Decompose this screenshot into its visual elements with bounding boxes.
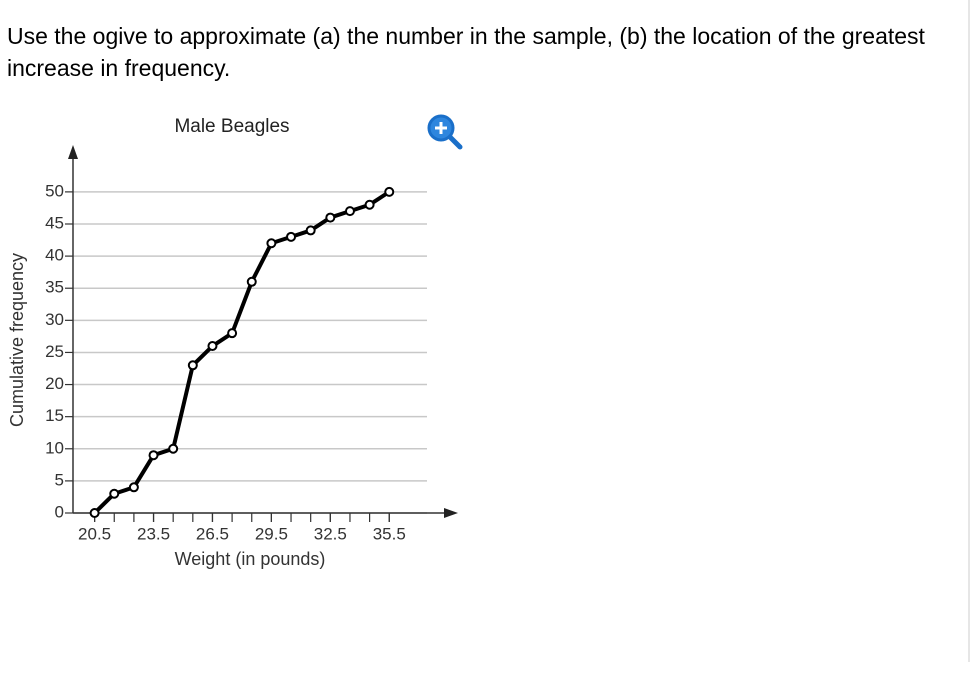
data-point [227,328,238,339]
x-tick-label: 20.5 [78,524,111,543]
y-tick-label: 15 [45,406,64,425]
y-tick-label: 10 [45,438,64,457]
x-tick-label: 35.5 [373,524,406,543]
x-tick-label: 29.5 [255,524,288,543]
y-tick-label: 35 [45,278,64,297]
y-tick-label: 20 [45,374,64,393]
data-point [207,341,218,352]
x-axis-label: Weight (in pounds) [175,549,326,569]
data-point [344,206,355,217]
chart-title: Male Beagles [174,116,289,137]
x-tick-label: 32.5 [314,524,347,543]
data-point [364,199,375,210]
data-point [325,212,336,223]
y-tick-label: 45 [45,213,64,232]
x-axis-arrow [444,508,458,518]
y-axis-label: Cumulative frequency [7,253,27,427]
y-tick-label: 0 [55,502,64,521]
data-point [148,450,159,461]
y-tick-label: 25 [45,342,64,361]
data-point [266,238,277,249]
x-tick-label: 23.5 [137,524,170,543]
data-point [305,225,316,236]
y-tick-label: 30 [45,310,64,329]
data-point [89,508,100,518]
data-point [128,482,139,493]
x-tick-label: 26.5 [196,524,229,543]
y-tick-label: 50 [45,181,64,200]
data-point [384,186,395,197]
ogive-line [93,190,391,515]
question-text: Use the ogive to approximate (a) the num… [7,23,925,81]
y-tick-label: 40 [45,246,64,265]
y-axis-arrow [68,145,78,159]
y-tick-label: 5 [55,470,64,489]
data-point [246,276,257,287]
data-point [187,360,198,371]
zoom-icon[interactable] [427,114,463,150]
data-point [109,488,120,499]
data-point [168,443,179,454]
data-point [286,231,297,242]
